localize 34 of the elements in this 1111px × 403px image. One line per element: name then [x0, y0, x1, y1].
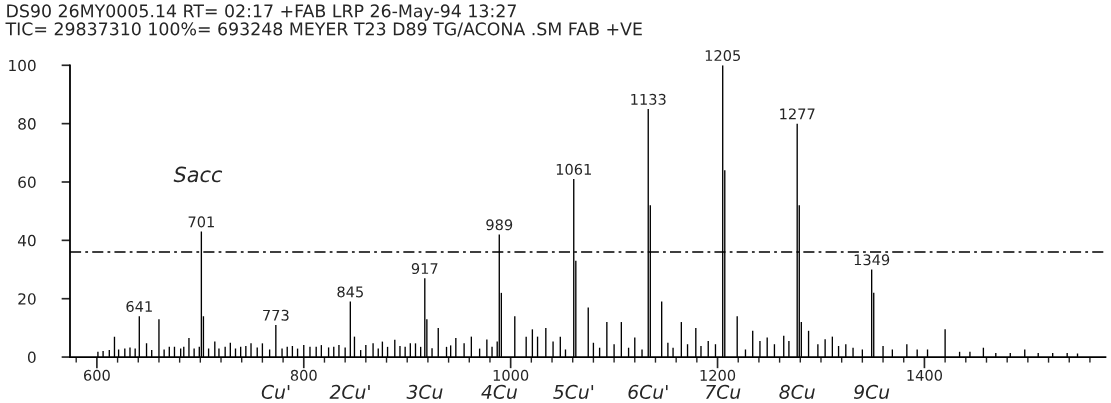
annotation: Sacc: [173, 166, 223, 183]
text: 3Cu: [406, 384, 443, 399]
text: 6Cu': [628, 384, 668, 399]
annotation: 1133: [631, 93, 666, 105]
y-tick-label: 80: [18, 118, 36, 130]
annotation: 989: [486, 219, 513, 231]
annotation: 917: [411, 263, 438, 275]
y-tick-label: 60: [18, 176, 36, 189]
text: 5Cu': [553, 384, 594, 399]
annotation: 1205: [705, 50, 740, 62]
x-tick-label: 1400: [907, 369, 943, 381]
y-tick-label: 20: [18, 293, 36, 305]
annotation: 1277: [780, 108, 815, 120]
annotation: 773: [263, 309, 289, 321]
text: 7Cu: [706, 384, 741, 399]
text: 2Cu': [329, 384, 370, 399]
chart-title: DS90 26MY0005.14 RT= 02:17 +FAB LRP 26-May-94 13:27: [7, 4, 516, 21]
text: 8Cu: [779, 384, 815, 399]
y-tick-label: 0: [27, 351, 36, 364]
annotation: 641: [126, 300, 152, 312]
x-tick-label: 1000: [493, 369, 529, 381]
x-tick-label: 1200: [700, 369, 736, 381]
text: 9Cu: [854, 384, 890, 399]
annotation: 701: [188, 216, 214, 228]
y-tick-label: 40: [17, 234, 36, 247]
text: 4Cu: [481, 384, 518, 399]
annotation: 1061: [556, 163, 591, 175]
annotation: 1349: [854, 254, 890, 266]
y-tick-label: 100: [9, 59, 36, 72]
annotation: 845: [337, 286, 363, 298]
x-tick-label: 600: [83, 369, 110, 381]
chart-subtitle: TIC= 29837310 100%= 693248 MEYER T23 D89 TG/ACONA .SM FAB +VE: [5, 22, 642, 37]
text: Cu': [261, 384, 290, 399]
x-tick-label: 800: [290, 369, 317, 381]
